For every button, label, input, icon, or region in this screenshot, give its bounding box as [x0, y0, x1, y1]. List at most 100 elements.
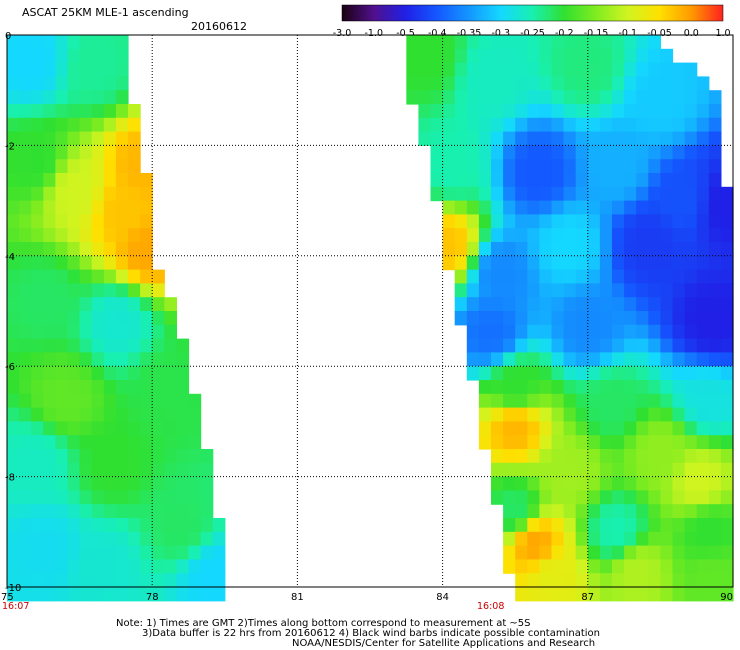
data-cell — [575, 407, 589, 422]
data-cell — [152, 338, 165, 353]
data-cell — [466, 173, 480, 188]
data-cell — [31, 117, 44, 133]
data-cell — [612, 352, 625, 367]
data-cell — [140, 338, 153, 353]
data-cell — [19, 159, 32, 174]
data-cell — [660, 462, 674, 478]
data-cell — [624, 407, 637, 422]
data-cell — [67, 587, 81, 602]
data-cell — [708, 380, 722, 395]
data-cell — [7, 324, 20, 340]
data-cell — [684, 297, 698, 312]
data-cell — [660, 269, 674, 284]
data-cell — [612, 104, 625, 119]
data-cell — [599, 490, 613, 505]
data-cell — [128, 587, 141, 602]
data-cell — [19, 283, 32, 298]
data-cell — [660, 186, 674, 202]
data-cell — [636, 366, 649, 381]
data-cell — [527, 90, 540, 105]
data-cell — [672, 449, 686, 464]
data-cell — [43, 173, 56, 188]
data-cell — [466, 297, 480, 312]
data-cell — [31, 48, 44, 64]
data-cell — [708, 449, 722, 464]
data-cell — [466, 269, 480, 284]
data-cell — [708, 366, 722, 381]
data-cell — [19, 407, 32, 422]
data-cell — [660, 131, 674, 146]
data-cell — [67, 490, 81, 505]
data-cell — [563, 462, 577, 478]
data-cell — [442, 145, 456, 160]
data-cell — [575, 48, 589, 64]
data-cell — [539, 393, 553, 409]
data-cell — [140, 380, 153, 395]
data-cell — [140, 173, 153, 188]
data-cell — [503, 214, 516, 229]
colorbar-tick-label: 1.0 — [715, 28, 730, 39]
data-cell — [551, 380, 565, 395]
data-cell — [115, 366, 129, 381]
data-cell — [672, 173, 686, 188]
data-cell — [188, 518, 202, 533]
data-cell — [624, 559, 637, 574]
data-cell — [624, 435, 637, 450]
data-cell — [599, 255, 613, 271]
data-cell — [67, 380, 81, 395]
data-cell — [55, 462, 69, 478]
data-cell — [31, 352, 44, 367]
data-cell — [515, 490, 528, 505]
data-cell — [43, 518, 56, 533]
data-cell — [648, 421, 661, 436]
data-cell — [212, 587, 226, 602]
data-cell — [612, 117, 625, 133]
data-cell — [648, 366, 661, 381]
data-cell — [115, 531, 129, 547]
data-cell — [612, 449, 625, 464]
data-cell — [128, 449, 141, 464]
data-cell — [152, 476, 165, 491]
data-cell — [128, 421, 141, 436]
data-cell — [527, 117, 540, 133]
data-cell — [478, 228, 492, 243]
data-cell — [539, 366, 553, 381]
data-cell — [696, 145, 710, 160]
data-cell — [575, 352, 589, 367]
data-cell — [67, 435, 81, 450]
data-cell — [31, 380, 44, 395]
data-cell — [684, 421, 698, 436]
colorbar-tick-label: -0.15 — [584, 28, 609, 39]
data-cell — [503, 228, 516, 243]
data-cell — [91, 421, 105, 436]
data-cell — [454, 131, 468, 146]
data-cell — [612, 255, 625, 271]
data-cell — [103, 449, 117, 464]
data-cell — [684, 131, 698, 146]
data-cell — [79, 504, 93, 519]
data-cell — [491, 255, 504, 271]
data-cell — [539, 76, 553, 91]
data-cell — [624, 35, 637, 50]
data-cell — [660, 200, 674, 215]
data-cell — [708, 242, 722, 257]
data-cell — [7, 104, 20, 119]
data-cell — [648, 352, 661, 367]
data-cell — [55, 255, 69, 271]
data-cell — [152, 504, 165, 519]
data-cell — [503, 490, 516, 505]
data-cell — [55, 228, 69, 243]
data-cell — [491, 324, 504, 340]
data-cell — [612, 48, 625, 64]
data-cell — [636, 449, 649, 464]
data-cell — [140, 587, 153, 602]
data-cell — [152, 352, 165, 367]
data-cell — [55, 269, 69, 284]
data-cell — [176, 504, 190, 519]
data-cell — [152, 449, 165, 464]
data-cell — [696, 587, 710, 602]
data-cell — [660, 48, 674, 64]
data-cell — [152, 518, 165, 533]
data-cell — [612, 283, 625, 298]
data-cell — [503, 255, 516, 271]
